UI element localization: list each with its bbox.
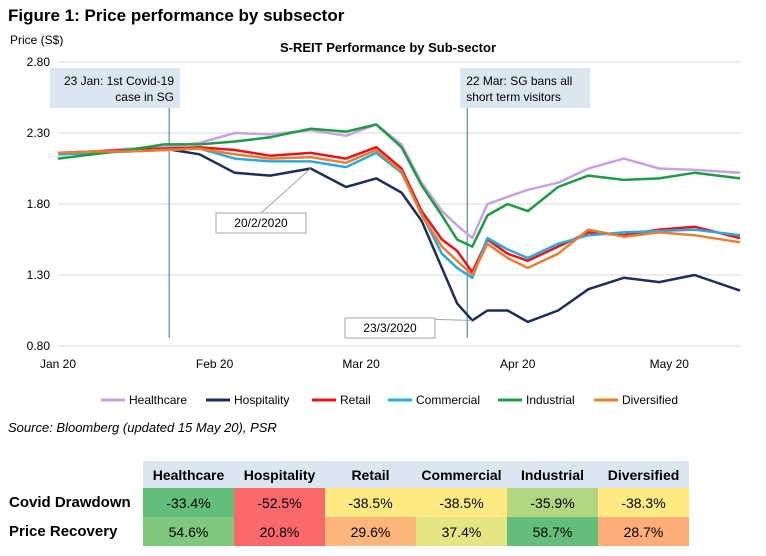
legend-label: Commercial	[416, 393, 480, 407]
table-header-row: Healthcare Hospitality Retail Commercial Ind…	[5, 461, 689, 488]
legend: Healthcare Hospitality Retail Commercial Ind…	[101, 393, 678, 407]
table-cell: 54.6%	[143, 517, 234, 546]
y-tick-label: 2.80	[27, 55, 51, 69]
table-cell: 58.7%	[507, 517, 598, 546]
series-line-diversified	[57, 147, 741, 277]
event-text-line2: case in SG	[115, 90, 174, 104]
legend-label: Retail	[340, 393, 371, 407]
table-cell: -38.5%	[325, 488, 416, 517]
gridlines	[58, 61, 740, 347]
series-lines	[57, 123, 741, 324]
figure-title: Figure 1: Price performance by subsector	[8, 6, 345, 25]
callout-20-feb: 20/2/2020	[215, 168, 311, 234]
table-cell: 29.6%	[325, 517, 416, 546]
table-header-industrial: Industrial	[507, 461, 598, 488]
x-tick-label: Mar 20	[342, 357, 380, 371]
callout-23-mar: 23/3/2020	[344, 317, 473, 339]
y-axis-ticks: 0.80 1.30 1.80 2.30 2.80	[27, 55, 51, 353]
x-tick-label: Apr 20	[500, 357, 536, 371]
x-tick-label: Feb 20	[196, 357, 234, 371]
table-cell: 28.7%	[598, 517, 689, 546]
chart-title: S-REIT Performance by Sub-sector	[280, 40, 496, 55]
callout-box	[344, 317, 436, 339]
x-tick-label: May 20	[650, 357, 690, 371]
event-callout-22-mar: 22 Mar: SG bans all short term visitors	[460, 68, 591, 108]
y-tick-label: 0.80	[27, 339, 51, 353]
table-cell: -33.4%	[143, 488, 234, 517]
table-header-retail: Retail	[325, 461, 416, 488]
series-line-industrial	[57, 123, 741, 248]
row-header: Price Recovery	[5, 517, 143, 546]
x-tick-label: Jan 20	[40, 357, 76, 371]
table-cell: -52.5%	[234, 488, 325, 517]
series-line-retail	[57, 145, 741, 274]
callout-box	[215, 212, 307, 234]
legend-item-industrial: Industrial	[498, 393, 575, 407]
event-text-line2: short term visitors	[466, 90, 561, 104]
legend-label: Industrial	[526, 393, 575, 407]
performance-table: Healthcare Hospitality Retail Commercial Ind…	[5, 461, 689, 546]
event-box-bg	[50, 68, 180, 108]
table-row: Covid Drawdown -33.4% -52.5% -38.5% -38.5% -3…	[5, 488, 689, 517]
event-box-bg	[460, 68, 591, 108]
series-line-healthcare	[57, 123, 741, 240]
table-cell: -35.9%	[507, 488, 598, 517]
table-body: Covid Drawdown -33.4% -52.5% -38.5% -38.5% -3…	[5, 488, 689, 546]
table-header-healthcare: Healthcare	[143, 461, 234, 488]
table-header-hospitality: Hospitality	[234, 461, 325, 488]
x-axis-ticks: Jan 20 Feb 20 Mar 20 Apr 20 May 20	[40, 357, 689, 371]
source-note: Source: Bloomberg (updated 15 May 20), P…	[8, 420, 277, 435]
table-cell: 37.4%	[416, 517, 507, 546]
y-axis-label: Price (S$)	[10, 33, 63, 47]
table-row: Price Recovery 54.6% 20.8% 29.6% 37.4% 58.7% 2…	[5, 517, 689, 546]
legend-item-hospitality: Hospitality	[206, 393, 289, 407]
table-header-commercial: Commercial	[416, 461, 507, 488]
legend-item-healthcare: Healthcare	[101, 393, 187, 407]
annotations: 23 Jan: 1st Covid-19 case in SG 22 Mar: SG…	[50, 68, 591, 339]
series-line-hospitality	[57, 147, 741, 324]
event-text-line1: 23 Jan: 1st Covid-19	[64, 74, 174, 88]
table-cell: -38.5%	[416, 488, 507, 517]
table-header-diversified: Diversified	[598, 461, 689, 488]
legend-item-retail: Retail	[312, 393, 371, 407]
callout-text: 20/2/2020	[234, 216, 288, 230]
legend-label: Diversified	[622, 393, 678, 407]
y-tick-label: 1.30	[27, 268, 51, 282]
line-chart: S-REIT Performance by Sub-sector Price (…	[10, 33, 741, 407]
y-tick-label: 2.30	[27, 126, 51, 140]
callout-text: 23/3/2020	[363, 321, 417, 335]
event-text-line1: 22 Mar: SG bans all	[466, 74, 572, 88]
legend-label: Hospitality	[234, 393, 289, 407]
legend-item-commercial: Commercial	[388, 393, 480, 407]
table-cell: -38.3%	[598, 488, 689, 517]
table-cell: 20.8%	[234, 517, 325, 546]
callout-leader	[260, 168, 311, 214]
legend-label: Healthcare	[129, 393, 187, 407]
legend-item-diversified: Diversified	[594, 393, 678, 407]
table-corner	[5, 461, 143, 488]
y-tick-label: 1.80	[27, 197, 51, 211]
event-callout-23-jan: 23 Jan: 1st Covid-19 case in SG	[50, 68, 180, 108]
event-lines	[168, 72, 468, 338]
row-header: Covid Drawdown	[5, 488, 143, 517]
